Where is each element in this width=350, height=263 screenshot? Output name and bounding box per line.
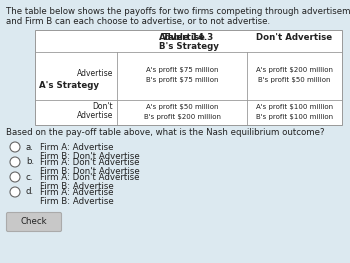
Text: Table 14.3: Table 14.3 xyxy=(163,33,214,42)
Text: A's profit $75 million: A's profit $75 million xyxy=(146,67,218,73)
Text: Don't: Don't xyxy=(92,102,113,111)
Text: A's profit $100 million: A's profit $100 million xyxy=(256,104,333,109)
Text: Advertise: Advertise xyxy=(77,68,113,78)
Circle shape xyxy=(10,187,20,197)
Text: B's profit $200 million: B's profit $200 million xyxy=(144,114,220,119)
Text: Don't Advertise: Don't Advertise xyxy=(257,33,332,42)
Text: d.: d. xyxy=(26,188,34,196)
Text: B's Strategy: B's Strategy xyxy=(159,42,218,51)
Text: Firm A: Advertise: Firm A: Advertise xyxy=(40,188,113,197)
Text: B's profit $75 million: B's profit $75 million xyxy=(146,77,218,83)
Text: Advertise: Advertise xyxy=(77,111,113,120)
Text: c.: c. xyxy=(26,173,33,181)
Text: Firm A: Don't Advertise: Firm A: Don't Advertise xyxy=(40,158,140,167)
Text: A's profit $200 million: A's profit $200 million xyxy=(256,67,333,73)
Text: Firm B: Don't Advertise: Firm B: Don't Advertise xyxy=(40,167,140,176)
Text: and Firm B can each choose to advertise, or to not advertise.: and Firm B can each choose to advertise,… xyxy=(6,17,270,26)
Text: Firm A: Advertise: Firm A: Advertise xyxy=(40,143,113,152)
Text: Firm B: Don't Advertise: Firm B: Don't Advertise xyxy=(40,152,140,161)
Text: Based on the pay-off table above, what is the Nash equilibrium outcome?: Based on the pay-off table above, what i… xyxy=(6,128,324,137)
Text: Firm B: Advertise: Firm B: Advertise xyxy=(40,182,114,191)
Text: A's profit $50 million: A's profit $50 million xyxy=(146,104,218,109)
Text: Firm A: Don't Advertise: Firm A: Don't Advertise xyxy=(40,173,140,182)
Text: Advertise: Advertise xyxy=(159,33,205,42)
Text: Firm B: Advertise: Firm B: Advertise xyxy=(40,197,114,206)
Text: Check: Check xyxy=(21,218,47,226)
Text: The table below shows the payoffs for two firms competing through advertisement.: The table below shows the payoffs for tw… xyxy=(6,7,350,16)
Text: b.: b. xyxy=(26,158,34,166)
Circle shape xyxy=(10,157,20,167)
Circle shape xyxy=(10,142,20,152)
Text: A's Strategy: A's Strategy xyxy=(39,81,99,90)
Bar xyxy=(35,30,342,125)
Text: B's profit $50 million: B's profit $50 million xyxy=(258,77,331,83)
Text: a.: a. xyxy=(26,143,34,151)
Circle shape xyxy=(10,172,20,182)
FancyBboxPatch shape xyxy=(7,213,62,231)
Text: B's profit $100 million: B's profit $100 million xyxy=(256,114,333,119)
